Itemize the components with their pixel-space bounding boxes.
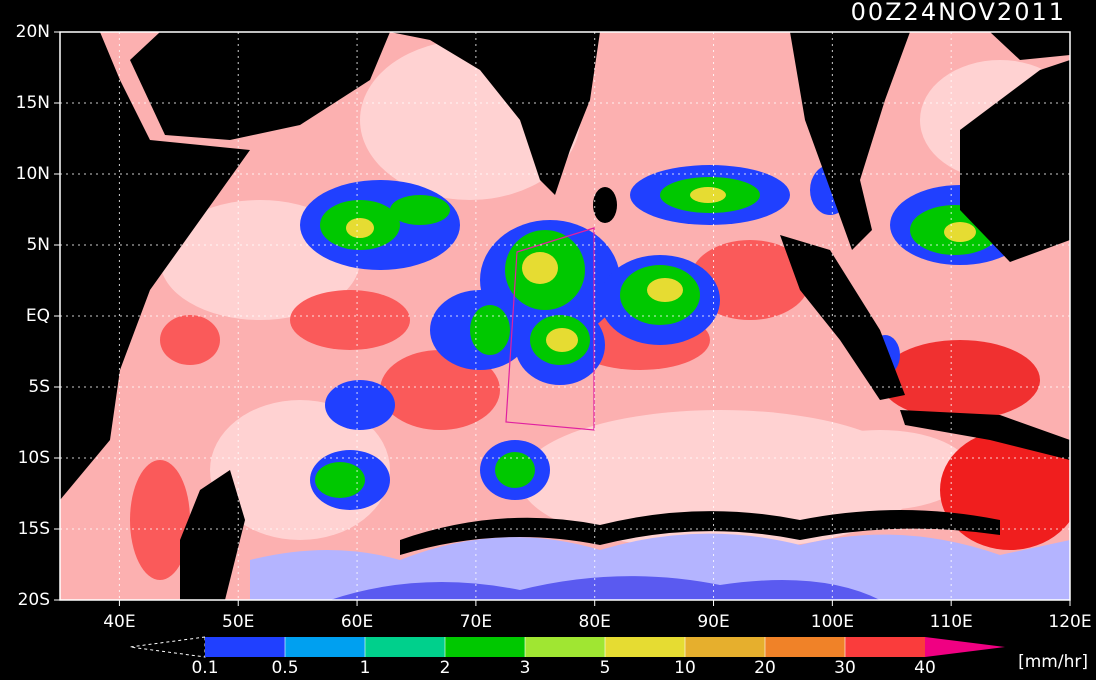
java <box>900 410 1070 460</box>
colorbar-label: 2 <box>440 658 451 678</box>
plot-frame <box>59 31 1071 601</box>
blob <box>944 222 976 242</box>
blob <box>325 380 395 430</box>
colorbar-label: 0.1 <box>191 658 218 678</box>
philippines <box>990 32 1070 60</box>
y-tick-label: 5N <box>26 235 50 255</box>
blob <box>522 252 558 284</box>
africa <box>60 32 250 500</box>
y-tick-label: 20S <box>18 590 50 610</box>
india <box>390 32 600 195</box>
colorbar-label: 0.5 <box>271 658 298 678</box>
map-field <box>60 32 1070 600</box>
colorbar-segment <box>365 637 445 657</box>
colorbar-segment <box>285 637 365 657</box>
y-tick-label: 15S <box>18 519 50 539</box>
x-tick-label: 40E <box>103 612 135 632</box>
blob <box>647 278 683 302</box>
colorbar-label: 3 <box>520 658 531 678</box>
colorbar-segment <box>685 637 765 657</box>
y-tick-label: EQ <box>26 306 50 326</box>
red-area <box>160 315 220 365</box>
colorbar-segment <box>845 637 925 657</box>
y-tick-label: 20N <box>16 22 50 42</box>
blob <box>470 305 510 355</box>
under-triangle <box>129 636 206 658</box>
colorbar-segment <box>605 637 685 657</box>
colorbar-segment <box>205 637 285 657</box>
x-tick-label: 60E <box>341 612 373 632</box>
colorbar-label: 30 <box>834 658 856 678</box>
x-tick-label: 100E <box>811 612 854 632</box>
blob <box>390 195 450 225</box>
conv-yellow <box>346 187 976 352</box>
map-title: 00Z24NOV2011 <box>851 0 1066 26</box>
colorbar-segment <box>525 637 605 657</box>
blob <box>495 452 535 488</box>
red-area <box>880 340 1040 420</box>
x-tick-label: 50E <box>222 612 254 632</box>
y-tick-label: 10N <box>16 164 50 184</box>
land <box>60 32 1070 600</box>
arabia <box>130 32 390 140</box>
blob <box>690 187 726 203</box>
colorbar-label: 1 <box>360 658 371 678</box>
colorbar-label: 20 <box>754 658 776 678</box>
red-area <box>130 460 190 580</box>
blob <box>346 218 374 238</box>
x-tick-label: 120E <box>1048 612 1091 632</box>
red-area <box>380 350 500 430</box>
indochina <box>790 32 910 250</box>
region-box <box>505 227 595 431</box>
borneo <box>960 60 1070 262</box>
blob <box>315 462 365 498</box>
no-rain <box>400 510 1000 555</box>
colorbar-label: 10 <box>674 658 696 678</box>
x-tick-label: 90E <box>697 612 729 632</box>
colorbar: 0.1 0.5 1 2 3 5 10 20 30 40 <box>129 636 1005 678</box>
y-tick-label: 15N <box>16 93 50 113</box>
dry-area <box>330 576 880 600</box>
over-triangle <box>925 637 1005 657</box>
colorbar-label: 40 <box>914 658 936 678</box>
y-tick-label: 10S <box>18 448 50 468</box>
sumatra <box>780 235 905 400</box>
sri-lanka <box>593 187 617 223</box>
x-tick-label: 110E <box>930 612 973 632</box>
colorbar-segment <box>445 637 525 657</box>
light-rain-area <box>790 430 970 510</box>
x-tick-label: 70E <box>460 612 492 632</box>
colorbar-label: 5 <box>600 658 611 678</box>
x-tick-label: 80E <box>579 612 611 632</box>
y-tick-label: 5S <box>28 377 50 397</box>
blob <box>546 328 578 352</box>
red-area <box>290 290 410 350</box>
colorbar-segment <box>765 637 845 657</box>
colorbar-unit: [mm/hr] <box>1018 652 1088 672</box>
madagascar <box>180 470 245 600</box>
